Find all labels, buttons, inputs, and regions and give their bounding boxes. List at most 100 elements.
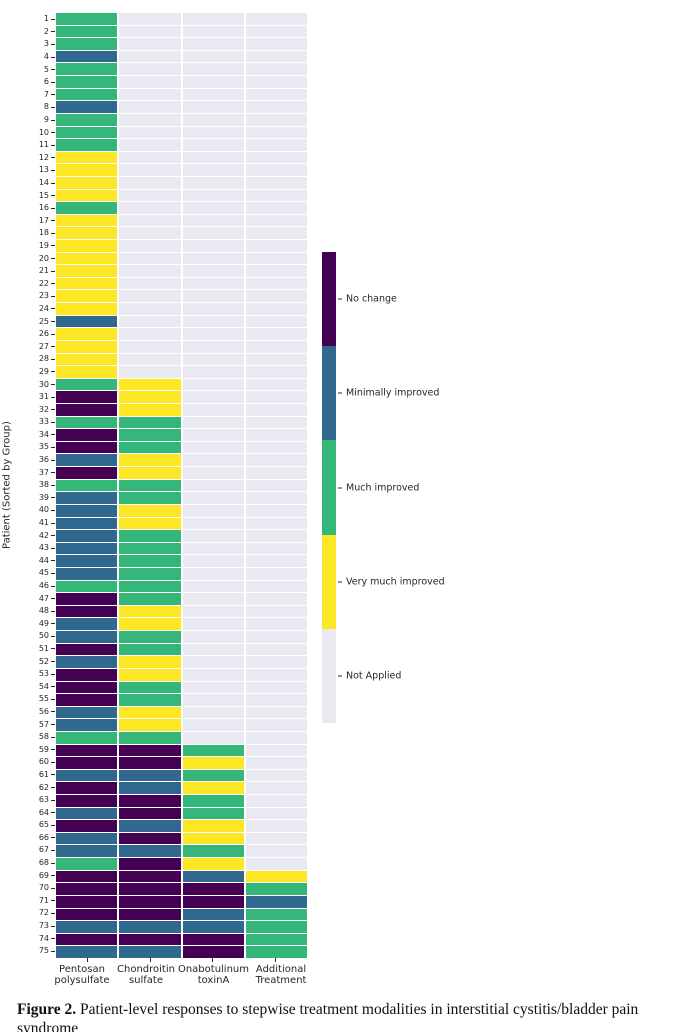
heatmap-cell [245,454,307,467]
heatmap-cell [182,176,244,189]
heatmap-cell [56,567,118,580]
heatmap-cell [119,870,181,883]
heatmap-cell [245,845,307,858]
heatmap-cell [119,555,181,567]
heatmap-cell [245,290,307,303]
y-tick-label: 37 [14,466,55,479]
heatmap-cell [182,719,244,731]
heatmap-cell [245,605,307,618]
tick-mark [51,333,55,335]
y-tick-label: 21 [14,265,55,278]
heatmap-cell [182,605,244,618]
y-tick-label: 9 [14,114,55,127]
heatmap-cell [182,618,244,631]
heatmap-cell [119,517,181,530]
tick-mark [51,459,55,461]
y-tick-label: 40 [14,504,55,517]
heatmap-cell [182,404,244,416]
tick-mark [51,308,55,310]
y-tick-label: 55 [14,693,55,706]
y-tick-label: 1 [14,13,55,26]
heatmap-cell [182,580,244,593]
y-tick-label: 11 [14,139,55,152]
y-tick-label: 7 [14,89,55,102]
heatmap-cell [56,101,118,113]
heatmap-cell [245,76,307,88]
heatmap-cell [245,530,307,542]
tick-mark [51,849,55,851]
heatmap-cell [56,820,118,832]
tick-mark [51,119,55,121]
tick-mark [51,950,55,952]
legend-label: Much improved [338,482,419,493]
heatmap-cell [182,416,244,429]
heatmap-cell [245,820,307,832]
heatmap-cell [56,63,118,76]
heatmap-cell [56,504,118,517]
heatmap-cell [182,757,244,769]
y-tick-label: 20 [14,252,55,265]
heatmap-cell [56,631,118,643]
tick-mark [338,675,342,677]
heatmap-cell [56,340,118,353]
tick-mark [51,799,55,801]
heatmap-cell [119,479,181,492]
heatmap-cell [182,303,244,315]
heatmap-cell [56,240,118,252]
heatmap-cell [56,668,118,681]
heatmap-cell [245,441,307,454]
heatmap-cell [245,593,307,605]
heatmap-cell [182,845,244,858]
heatmap-cell [245,504,307,517]
heatmap-cell [56,176,118,189]
heatmap-cell [56,467,118,479]
tick-mark [51,31,55,33]
heatmap-cell [182,63,244,76]
heatmap-cell [56,353,118,366]
heatmap-cell [119,13,181,25]
tick-mark [51,623,55,625]
heatmap-cell [182,769,244,782]
heatmap-cell [56,50,118,63]
y-tick-label: 73 [14,920,55,933]
heatmap-cell [119,303,181,315]
heatmap-cell [245,858,307,870]
heatmap-cell [182,567,244,580]
heatmap-cell [245,706,307,719]
heatmap-cell [119,265,181,277]
heatmap-cell [245,277,307,290]
heatmap-cell [56,517,118,530]
y-tick-label: 54 [14,680,55,693]
heatmap-cell [56,88,118,101]
heatmap-cell [119,605,181,618]
heatmap-cell [119,429,181,441]
y-tick-label: 12 [14,152,55,165]
tick-mark [51,711,55,713]
heatmap-cell [245,921,307,933]
y-tick-label: 2 [14,26,55,39]
heatmap-cell [245,240,307,252]
tick-mark [51,321,55,323]
heatmap-cell [119,467,181,479]
heatmap-cell [119,214,181,227]
heatmap-cell [119,567,181,580]
heatmap-grid [56,13,307,958]
tick-mark [51,887,55,889]
heatmap-cell [245,315,307,328]
tick-mark [51,232,55,234]
y-tick-label: 56 [14,706,55,719]
heatmap-cell [119,25,181,38]
y-tick-label: 48 [14,605,55,618]
heatmap-cell [56,555,118,567]
heatmap-cell [182,366,244,378]
y-tick-label: 69 [14,869,55,882]
heatmap-cell [182,731,244,744]
heatmap-cell [119,315,181,328]
heatmap-cell [245,13,307,25]
y-tick-label: 53 [14,668,55,681]
tick-mark [51,484,55,486]
y-tick-label: 59 [14,743,55,756]
heatmap-cell [119,719,181,731]
tick-mark [51,56,55,58]
y-tick-label: 57 [14,718,55,731]
